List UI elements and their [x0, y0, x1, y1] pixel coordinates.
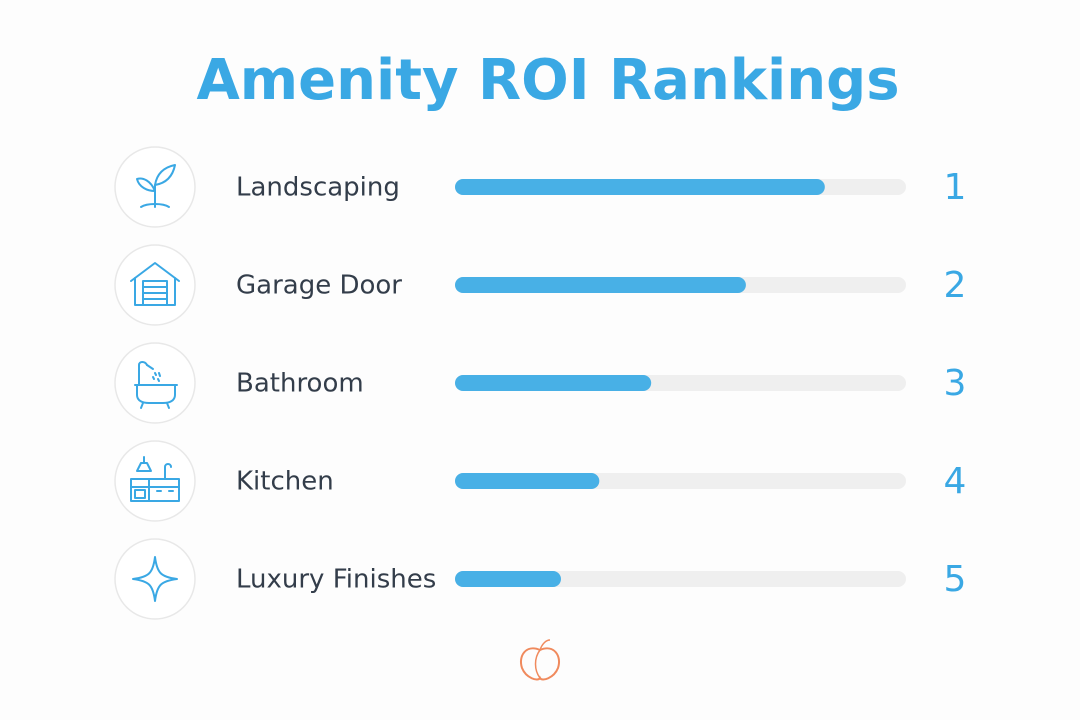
rank-label: 3 — [944, 363, 967, 404]
chart-title: Amenity ROI Rankings — [196, 48, 899, 113]
garage-icon — [114, 244, 196, 326]
bar — [455, 277, 746, 293]
icons — [114, 146, 196, 620]
rank-label: 4 — [944, 461, 967, 502]
category-label: Bathroom — [236, 369, 364, 399]
plant-icon — [114, 146, 196, 228]
category-label: Landscaping — [236, 173, 400, 203]
category-label: Luxury Finishes — [236, 565, 436, 595]
rank-label: 2 — [944, 265, 967, 306]
kitchen-icon — [114, 440, 196, 522]
bar — [455, 179, 825, 195]
rank-label: 1 — [944, 167, 967, 208]
bar — [455, 375, 652, 391]
sparkle-icon — [114, 538, 196, 620]
peach-logo — [520, 639, 560, 681]
bar — [455, 571, 561, 587]
bathtub-icon — [114, 342, 196, 424]
category-label: Garage Door — [236, 271, 402, 301]
bar — [455, 473, 600, 489]
category-label: Kitchen — [236, 467, 334, 497]
bar-track — [455, 571, 906, 587]
rank-label: 5 — [944, 559, 967, 600]
